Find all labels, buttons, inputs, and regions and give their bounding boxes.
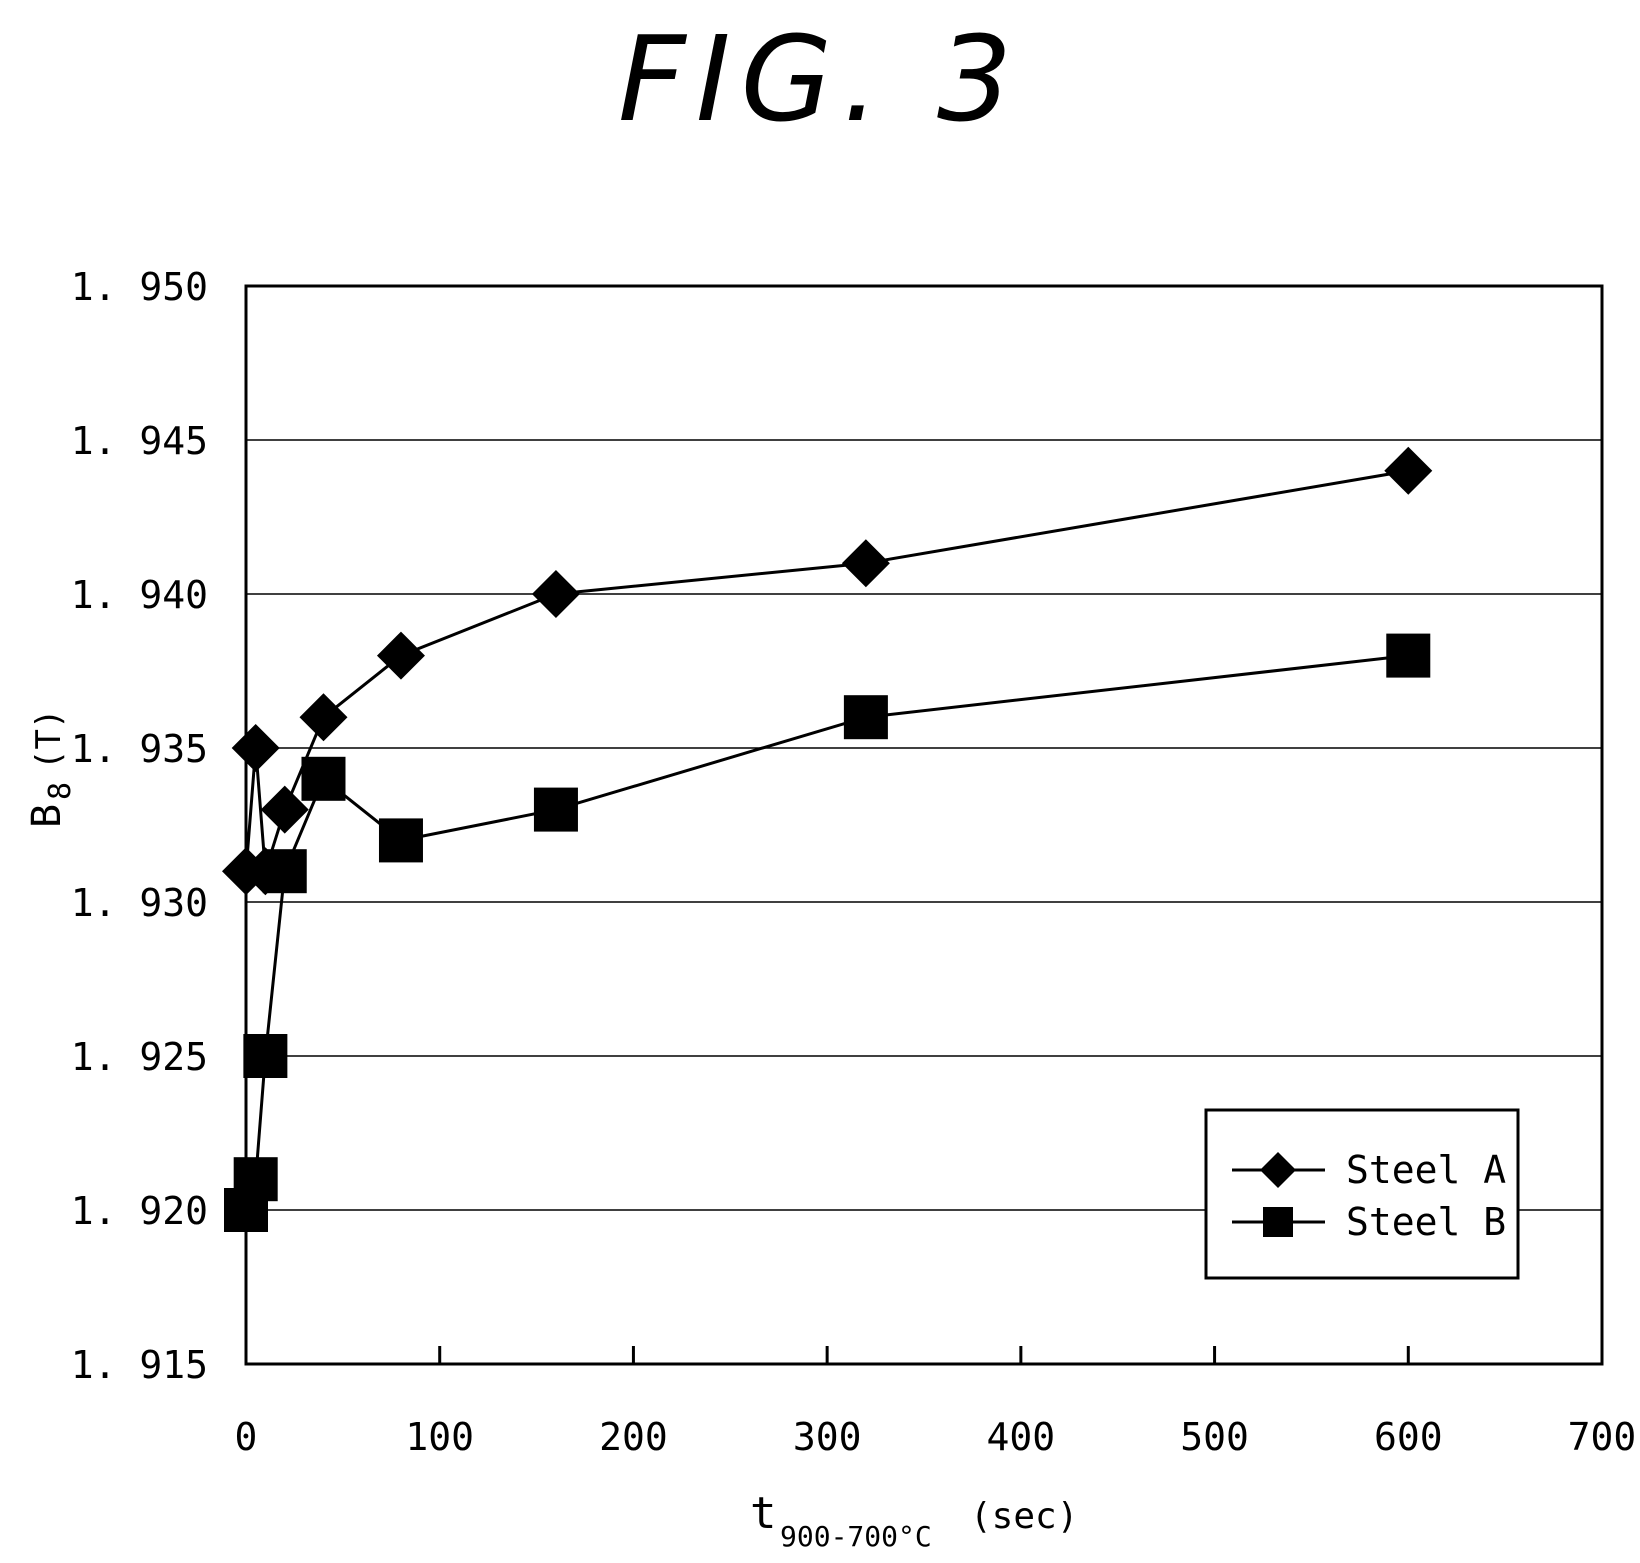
data-point-square	[1386, 633, 1431, 678]
x-tick-label: 300	[793, 1415, 862, 1459]
legend-label: Steel A	[1346, 1148, 1506, 1192]
data-point-diamond	[1384, 446, 1433, 495]
y-tick-label: 1. 925	[71, 1035, 208, 1079]
data-point-diamond	[260, 785, 309, 834]
y-axis-ticks: 1. 915 1. 920 1. 925 1. 930 1. 935 1. 940 1. 9…	[71, 265, 208, 1387]
data-point-square	[301, 756, 346, 801]
data-point-square	[262, 849, 307, 894]
y-tick-label: 1. 930	[71, 881, 208, 925]
legend-label: Steel B	[1346, 1200, 1506, 1244]
series-layer	[222, 446, 1433, 1232]
x-tick-label: 100	[405, 1415, 474, 1459]
data-point-diamond	[1260, 1152, 1296, 1188]
x-tick-label: 400	[987, 1415, 1056, 1459]
x-tick-label: 0	[235, 1415, 258, 1459]
y-tick-label: 1. 920	[71, 1189, 208, 1233]
legend-box	[1204, 1108, 1520, 1280]
data-point-diamond	[841, 539, 890, 588]
x-axis-label-subscript: 900-700°C	[780, 1520, 932, 1553]
data-point-diamond	[299, 693, 348, 742]
series-line	[244, 469, 1409, 872]
data-point-square	[843, 695, 888, 740]
y-tick-label: 1. 945	[71, 419, 208, 463]
plot-area	[244, 284, 1604, 1366]
data-point-diamond	[376, 631, 425, 680]
x-axis-label: t 900-700°C (sec)	[750, 1488, 1078, 1553]
x-axis-ticks: 0 100 200 300 400 500 600 700	[235, 1346, 1637, 1459]
y-axis-label-unit: (T)	[29, 709, 69, 770]
x-tick-label: 500	[1180, 1415, 1249, 1459]
data-point-square	[233, 1157, 278, 1202]
legend-entry: Steel A	[1232, 1148, 1506, 1192]
y-axis-label-main: B	[24, 804, 70, 828]
data-point-diamond	[531, 570, 580, 618]
legend-entry: Steel B	[1232, 1200, 1506, 1244]
x-tick-label: 600	[1374, 1415, 1443, 1459]
legend: Steel A Steel B	[1204, 1108, 1520, 1280]
y-tick-label: 1. 915	[71, 1343, 208, 1387]
x-tick-label: 700	[1568, 1415, 1637, 1459]
data-point-square	[243, 1034, 288, 1078]
x-tick-label: 200	[599, 1415, 668, 1459]
data-point-diamond	[231, 724, 280, 772]
y-tick-label: 1. 935	[71, 727, 208, 771]
x-axis-label-unit: (sec)	[970, 1496, 1078, 1537]
figure-title: FIG. 3	[617, 10, 1023, 148]
data-point-square	[533, 787, 578, 832]
data-point-square	[1263, 1207, 1293, 1237]
y-axis-label: B 8 (T)	[24, 709, 78, 828]
y-axis-label-subscript: 8	[43, 782, 78, 800]
x-axis-label-main: t	[750, 1488, 777, 1539]
legend-entries: Steel A Steel B	[1232, 1148, 1506, 1244]
y-tick-label: 1. 950	[71, 265, 208, 309]
series-steel-b	[224, 633, 1431, 1232]
gridlines	[246, 439, 1602, 1211]
y-tick-label: 1. 940	[71, 573, 208, 617]
data-point-square	[378, 818, 423, 863]
